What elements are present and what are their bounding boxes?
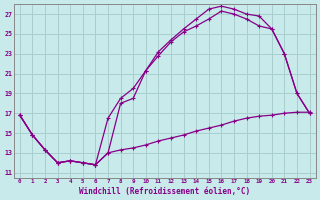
X-axis label: Windchill (Refroidissement éolien,°C): Windchill (Refroidissement éolien,°C) bbox=[79, 187, 250, 196]
